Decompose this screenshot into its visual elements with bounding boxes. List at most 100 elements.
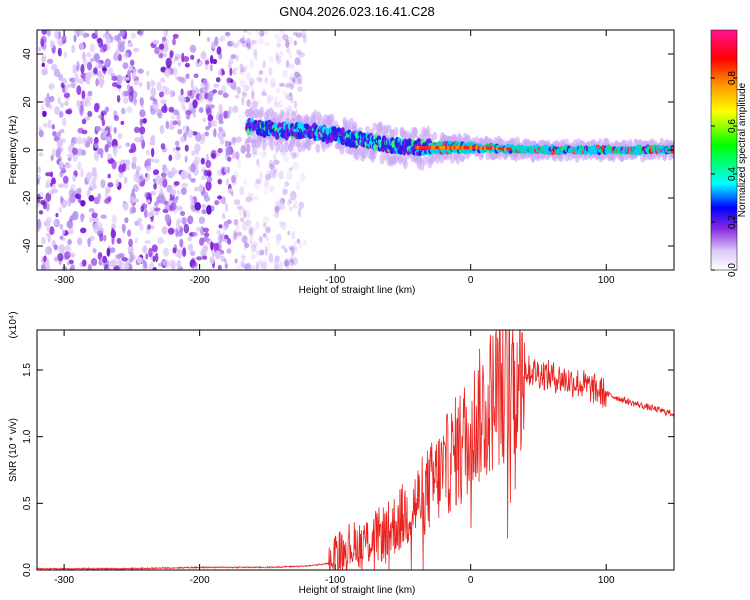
spectrogram-cell bbox=[246, 42, 251, 50]
spectrogram-cell bbox=[255, 178, 262, 185]
spectrogram-cell bbox=[279, 203, 286, 210]
spectrogram-cell bbox=[248, 77, 256, 85]
spectrogram-cell bbox=[131, 206, 137, 214]
spectrogram-cell bbox=[292, 161, 299, 171]
spectrogram-cell bbox=[306, 140, 312, 152]
spectrogram-cell bbox=[133, 47, 140, 53]
spectrogram-cell bbox=[282, 188, 289, 195]
spectrogram-cell bbox=[219, 35, 226, 42]
spectrogram-cell bbox=[258, 37, 265, 44]
spectrogram-cell bbox=[58, 244, 65, 253]
spectrogram-cell bbox=[170, 56, 176, 65]
spectrogram-cell bbox=[243, 84, 250, 92]
spectrogram-cell bbox=[113, 115, 120, 122]
spectrogram-cell bbox=[70, 142, 75, 148]
spectrogram-cell bbox=[364, 125, 370, 133]
spectrogram-cell bbox=[297, 207, 302, 218]
spectrogram-cell bbox=[180, 210, 186, 217]
spectrogram-cell bbox=[281, 245, 286, 250]
spectrogram-cell bbox=[50, 154, 54, 162]
spectrogram-cell bbox=[122, 203, 127, 209]
spectrogram-cell bbox=[274, 51, 279, 61]
spectrogram-cell bbox=[262, 232, 267, 238]
spectrogram-cell bbox=[240, 145, 247, 154]
spectrogram-cell bbox=[164, 214, 171, 221]
spectrogram-cell bbox=[40, 38, 45, 48]
spectrogram-cell bbox=[177, 62, 182, 67]
spectrogram-cell bbox=[231, 40, 235, 46]
spectrogram-cell bbox=[111, 214, 117, 225]
y-tick-label: 1.5 bbox=[22, 363, 33, 377]
spectrogram-cell bbox=[274, 33, 278, 39]
spectrogram-cell bbox=[185, 114, 191, 120]
spectrogram-cell bbox=[161, 226, 168, 235]
spectrogram-cell bbox=[278, 30, 284, 35]
spectrogram-cell bbox=[45, 216, 52, 224]
spectrogram-cell bbox=[183, 55, 190, 63]
spectrogram-cell bbox=[261, 88, 266, 94]
spectrogram-cell bbox=[236, 86, 241, 95]
spectrogram-cell bbox=[172, 147, 177, 152]
spectrogram-cell bbox=[106, 267, 111, 270]
spectrogram-cell bbox=[289, 150, 295, 157]
spectrogram-cell bbox=[199, 226, 205, 236]
spectrogram-cell bbox=[76, 30, 80, 37]
spectrogram-cell bbox=[155, 174, 162, 185]
spectrogram-cell bbox=[193, 73, 199, 79]
spectrogram-cell bbox=[272, 168, 278, 179]
spectrogram-cell bbox=[163, 200, 169, 206]
spectrogram-cell bbox=[145, 165, 151, 172]
spectrogram-cell bbox=[87, 136, 91, 144]
spectrogram-cell bbox=[291, 232, 295, 240]
x-tick-label: -200 bbox=[190, 275, 210, 286]
spectrogram-cell bbox=[64, 245, 71, 251]
spectrogram-cell bbox=[41, 54, 47, 63]
spectrogram-cell bbox=[77, 197, 82, 203]
spectrogram-cell bbox=[221, 196, 226, 205]
spectrogram-cell bbox=[259, 106, 265, 118]
x-tick-label: 0 bbox=[468, 275, 474, 286]
spectrogram-cell bbox=[182, 125, 187, 133]
spectrogram-cell bbox=[79, 30, 84, 37]
spectrogram-cell bbox=[64, 85, 69, 94]
spectrogram-cell bbox=[53, 256, 59, 262]
spectrogram-cell bbox=[159, 124, 165, 135]
spectrogram-cell bbox=[163, 247, 170, 257]
spectrogram-cell bbox=[282, 153, 290, 163]
spectrogram-cell bbox=[88, 216, 94, 223]
spectrogram-cell bbox=[398, 154, 404, 166]
spectrogram-cell bbox=[43, 255, 47, 263]
spectrogram-cell bbox=[87, 237, 91, 248]
spectrogram-cell bbox=[47, 234, 51, 243]
spectrogram-cell bbox=[190, 198, 195, 206]
spectrogram-cell bbox=[57, 252, 64, 262]
spectrogram-cell bbox=[105, 33, 110, 42]
spectrogram-cell bbox=[281, 30, 285, 38]
spectrogram-cell bbox=[56, 146, 62, 157]
spectrogram-cell bbox=[293, 40, 298, 46]
spectrogram-cell bbox=[173, 109, 180, 116]
x-tick-label: -100 bbox=[325, 575, 345, 586]
spectrogram-cell bbox=[49, 40, 55, 49]
spectrogram-cell bbox=[154, 207, 161, 212]
spectrogram-cell bbox=[239, 63, 244, 73]
spectrogram-cell bbox=[77, 161, 82, 171]
spectrogram-cell bbox=[172, 120, 179, 126]
spectrogram-cell bbox=[269, 78, 276, 88]
spectrogram-cell bbox=[259, 170, 264, 180]
spectrogram-cell bbox=[221, 213, 226, 220]
spectrogram-cell bbox=[107, 67, 114, 76]
spectrogram-cell bbox=[107, 153, 112, 160]
spectrogram-cell bbox=[117, 132, 123, 140]
spectrogram-cell bbox=[161, 171, 167, 181]
spectrogram-cell bbox=[248, 226, 254, 236]
spectrogram-cell bbox=[273, 263, 280, 270]
spectrogram-cell bbox=[241, 96, 245, 106]
spectrogram-cell bbox=[157, 112, 163, 119]
spectrogram-cell bbox=[147, 211, 154, 218]
spectrogram-cell bbox=[275, 233, 282, 242]
spectrogram-cell bbox=[153, 158, 160, 164]
spectrogram-cell bbox=[233, 170, 239, 181]
spectrogram-cell bbox=[75, 188, 82, 194]
spectrogram-cell bbox=[258, 77, 264, 84]
